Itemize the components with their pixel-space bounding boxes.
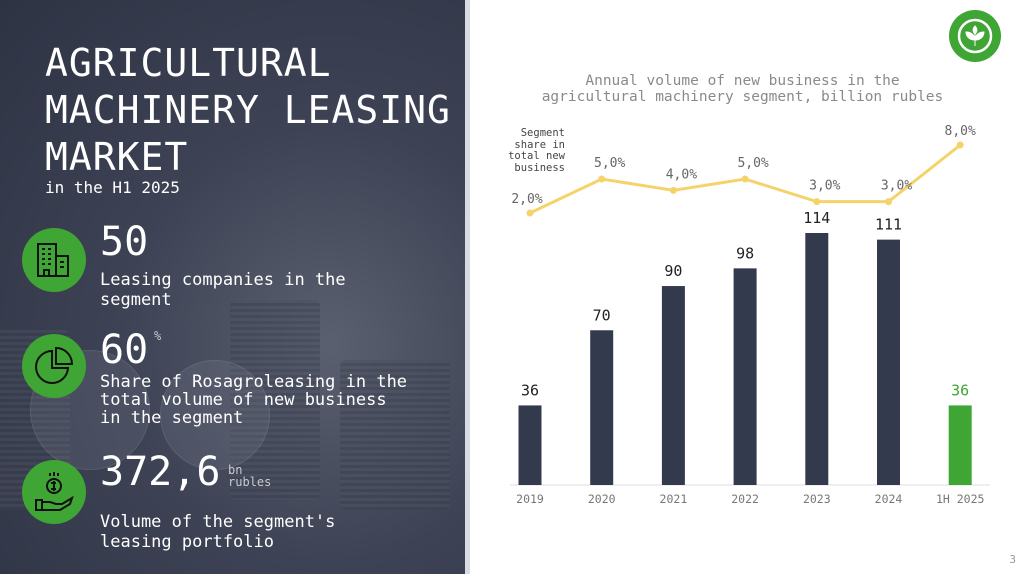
bar xyxy=(518,405,542,485)
stat-portfolio-label: Volume of the segment's leasing portfoli… xyxy=(100,512,336,552)
bar xyxy=(661,286,685,485)
sprout-logo-icon xyxy=(949,10,1001,62)
bar xyxy=(590,330,614,485)
line-label: 4,0% xyxy=(666,167,697,182)
line-point xyxy=(956,141,964,149)
bar xyxy=(805,233,829,485)
bar-label: 36 xyxy=(521,381,539,399)
x-tick-label: 2021 xyxy=(660,492,688,506)
stat-share-label: Share of Rosagroleasing in the total vol… xyxy=(100,372,408,428)
bar-label: 111 xyxy=(875,216,902,234)
line-label: 5,0% xyxy=(737,156,768,171)
line-label: 3,0% xyxy=(809,179,840,194)
line-point xyxy=(598,175,606,183)
bar xyxy=(877,239,900,485)
stat-companies-value: 50 xyxy=(100,219,149,265)
line-label: 3,0% xyxy=(881,179,912,194)
page-subtitle: in the H1 2025 xyxy=(45,178,180,197)
money-hand-icon xyxy=(22,460,86,524)
pie-chart-icon xyxy=(22,334,86,398)
stat-share-unit: % xyxy=(154,329,162,343)
bar xyxy=(948,405,972,485)
line-label: 5,0% xyxy=(594,156,625,171)
line-series-label: Segment share in total new business xyxy=(508,127,565,174)
bar xyxy=(733,268,757,485)
x-tick-label: 2023 xyxy=(803,492,831,506)
bar-label: 70 xyxy=(593,306,611,324)
x-tick-label: 2024 xyxy=(875,492,903,506)
x-tick-label: 1H 2025 xyxy=(936,492,984,506)
stat-companies-label: Leasing companies in the segment xyxy=(100,270,346,310)
line-label: 8,0% xyxy=(945,124,976,139)
x-tick-label: 2022 xyxy=(731,492,759,506)
page-number: 3 xyxy=(1009,553,1016,566)
stat-portfolio-unit: bn rubles xyxy=(228,463,272,489)
bar-label: 98 xyxy=(736,244,754,262)
stat-share-value: 60 xyxy=(100,327,149,373)
chart-title: Annual volume of new business in the agr… xyxy=(541,73,944,105)
buildings-icon xyxy=(22,228,86,292)
bar-label: 36 xyxy=(951,381,969,399)
x-tick-label: 2019 xyxy=(516,492,544,506)
bar-label: 90 xyxy=(664,262,682,280)
line-point xyxy=(741,175,749,183)
x-tick-label: 2020 xyxy=(588,492,616,506)
page-title: AGRICULTURAL MACHINERY LEASING MARKET xyxy=(45,41,451,179)
line-point xyxy=(885,198,892,206)
bar-label: 114 xyxy=(803,209,830,227)
stat-portfolio-value: 372,6 xyxy=(100,449,221,495)
line-point xyxy=(813,198,821,206)
line-point xyxy=(526,209,534,217)
panel-divider xyxy=(465,0,470,574)
line-label: 2,0% xyxy=(511,192,542,207)
line-point xyxy=(669,186,677,194)
